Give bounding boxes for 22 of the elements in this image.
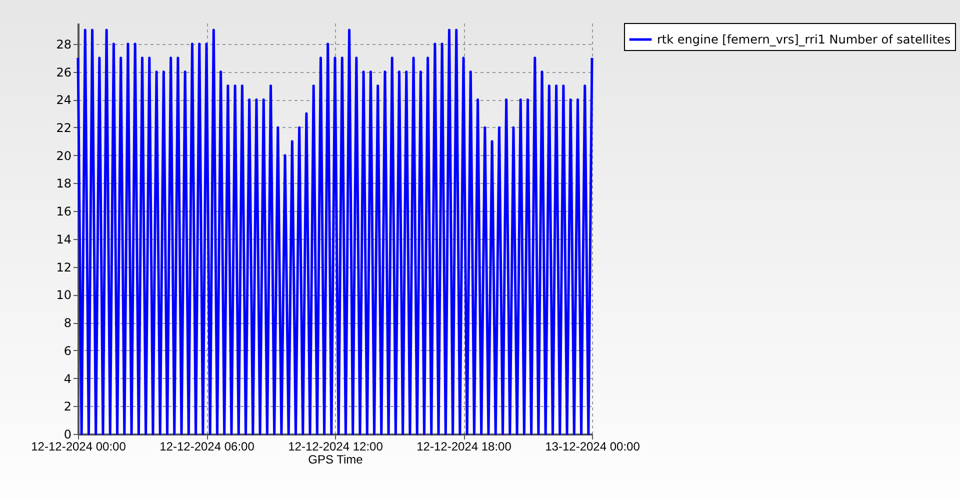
y-tick-label: 6 [64, 344, 72, 358]
y-tick-label: 12 [56, 260, 72, 274]
x-tick-label: 12-12-2024 12:00 [288, 440, 384, 454]
y-tick-label: 16 [56, 204, 72, 219]
x-tick-label: 12-12-2024 18:00 [416, 440, 512, 454]
y-tick-label: 18 [56, 176, 72, 191]
y-tick-label: 22 [56, 120, 72, 135]
y-tick-label: 26 [56, 65, 72, 80]
y-tick-label: 24 [56, 93, 72, 108]
y-tick-label: 20 [56, 148, 72, 163]
y-tick-label: 0 [64, 428, 72, 442]
x-tick-label: 12-12-2024 06:00 [160, 440, 255, 454]
x-axis-title: GPS Time [308, 452, 364, 466]
legend-label: rtk engine [femern_vrs]_rri1 Number of satellites [657, 32, 951, 46]
y-tick-label: 2 [64, 400, 72, 414]
y-tick-label: 14 [56, 232, 72, 246]
y-tick-label: 4 [64, 372, 72, 386]
x-tick-label: 13-12-2024 00:00 [545, 440, 640, 454]
y-tick-label: 28 [56, 37, 72, 52]
x-tick-label: 12-12-2024 00:00 [31, 440, 126, 454]
y-tick-label: 8 [64, 316, 72, 330]
y-tick-label: 10 [56, 288, 72, 302]
